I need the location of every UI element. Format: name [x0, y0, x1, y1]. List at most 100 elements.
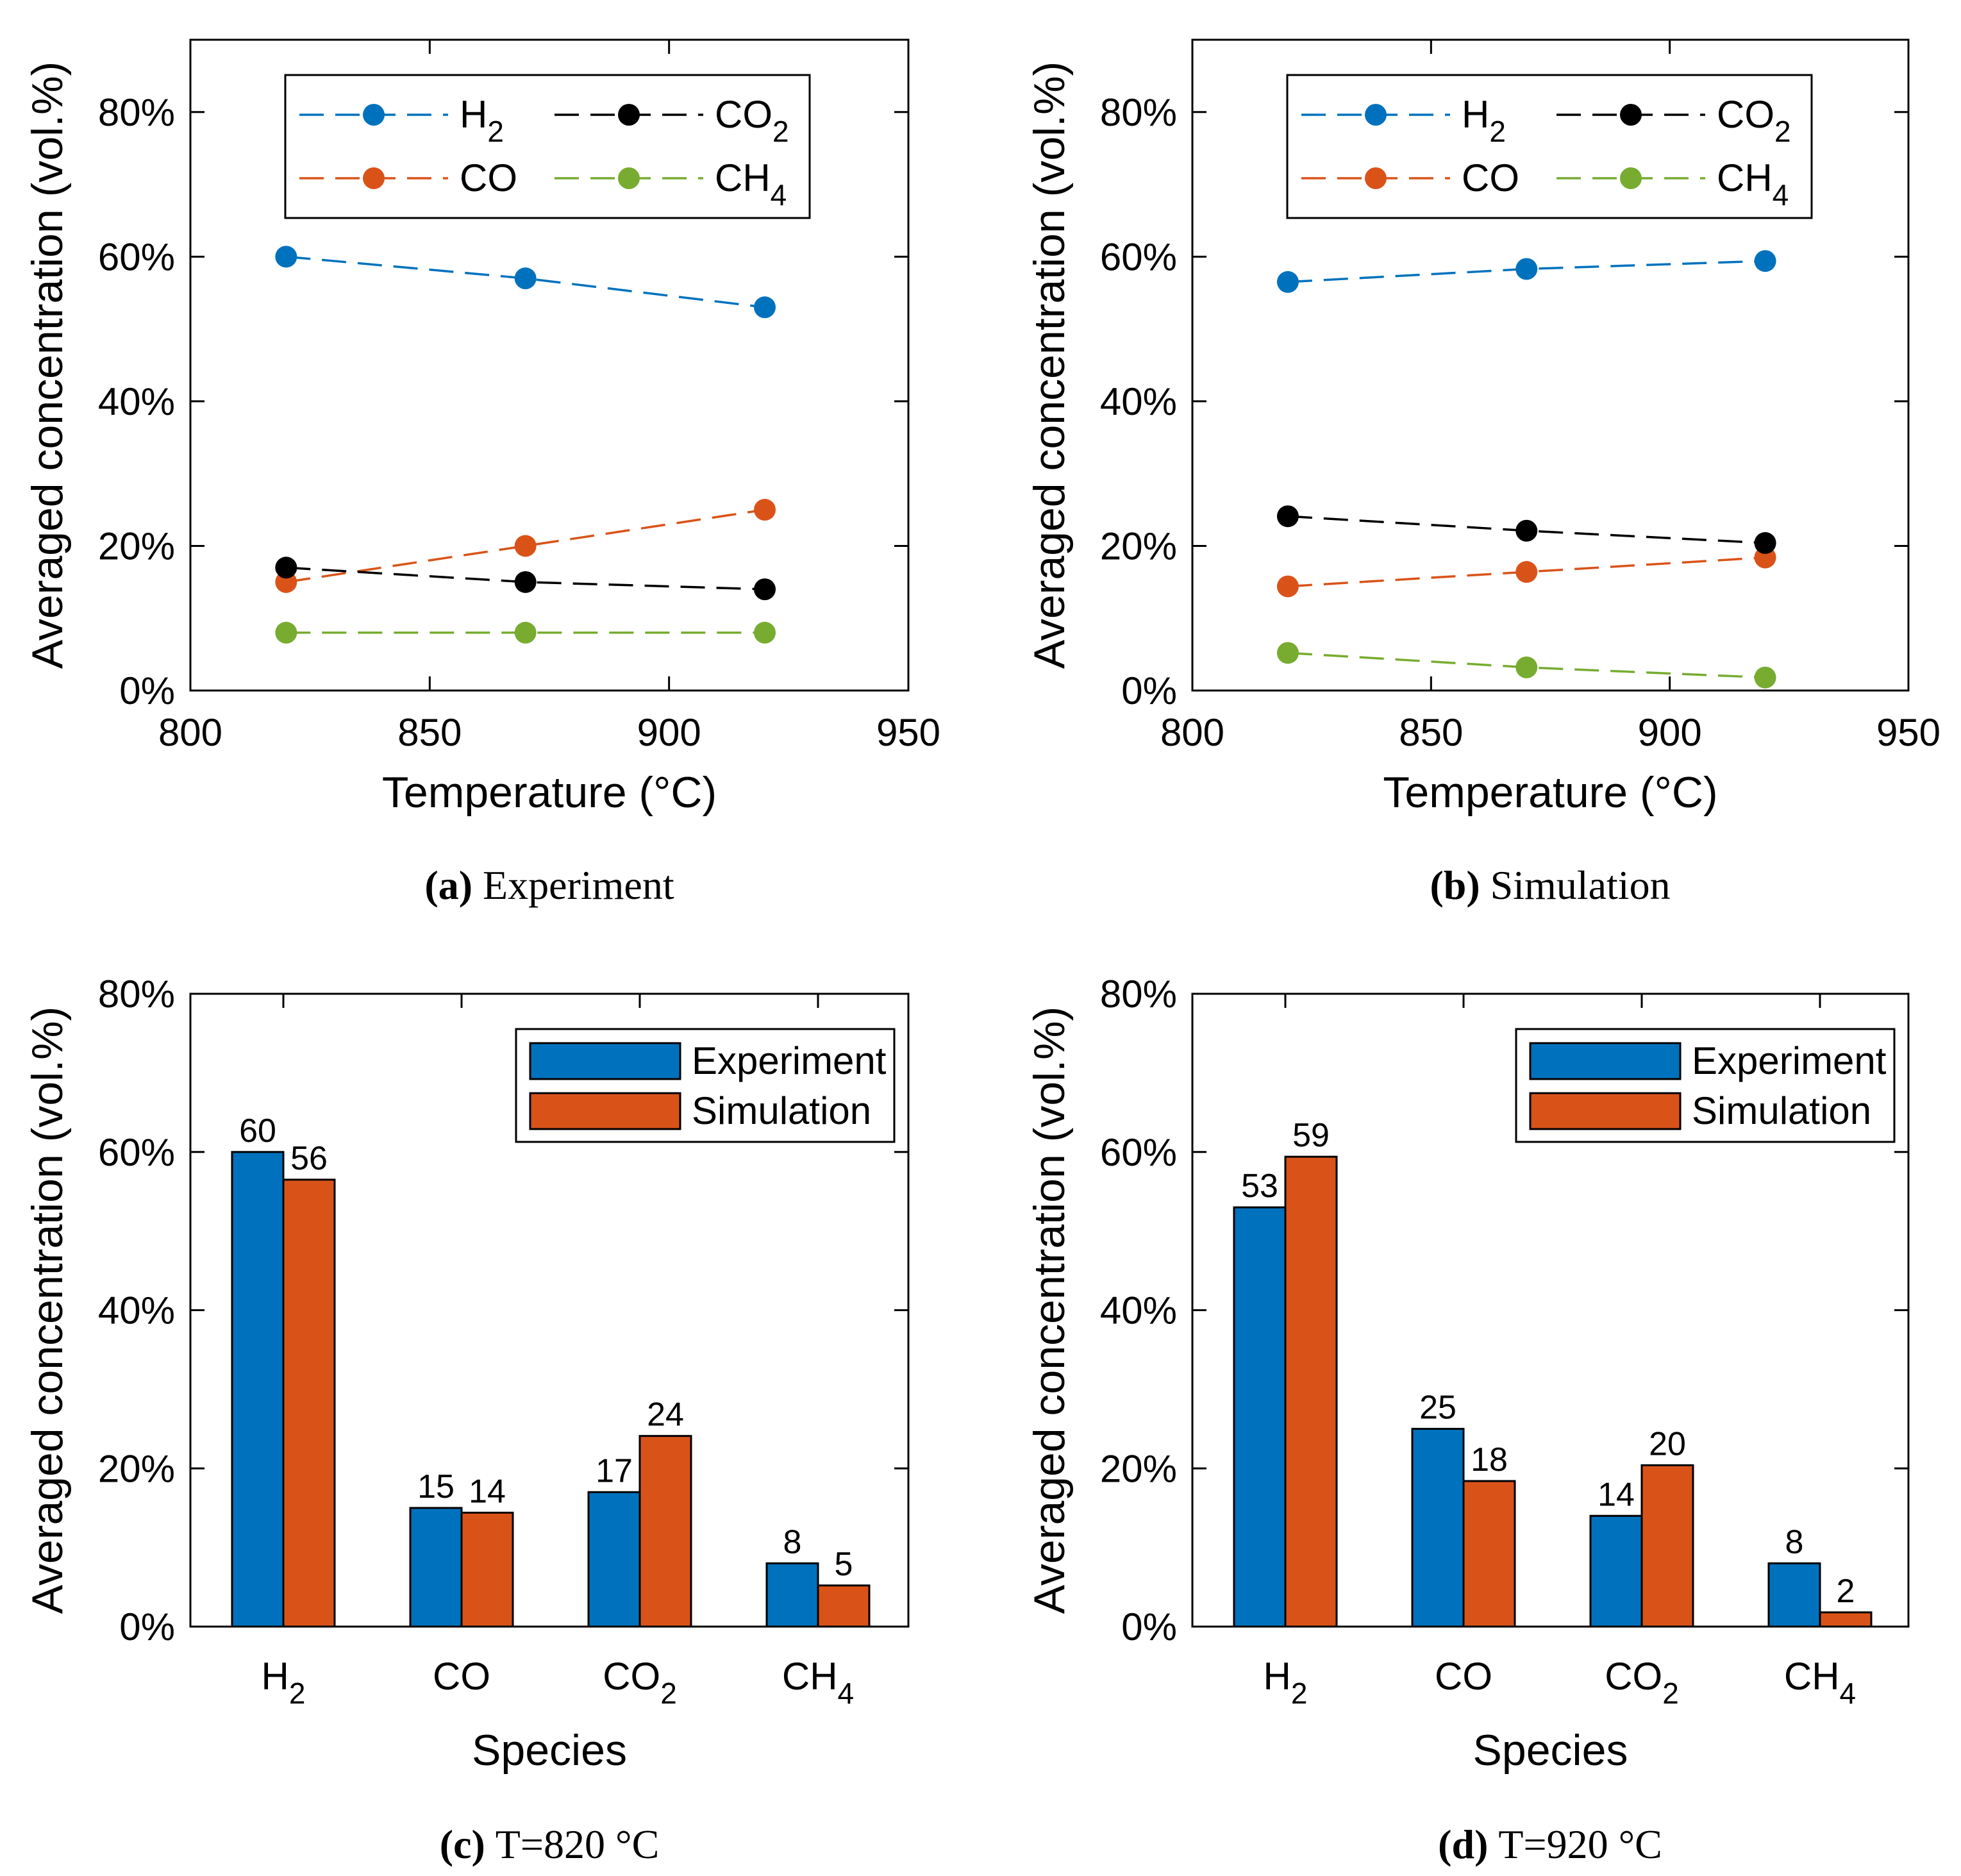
- bar-experiment: [1767, 1562, 1821, 1628]
- legend-label-simulation: Simulation: [692, 1089, 871, 1132]
- y-tick-label: 20%: [1100, 524, 1177, 567]
- bar-value-label: 53: [1241, 1168, 1278, 1205]
- data-point-CO: [1515, 561, 1538, 583]
- y-tick-label: 20%: [98, 524, 175, 567]
- data-point-H2: [1754, 250, 1776, 272]
- legend-label-H2: H2: [1462, 93, 1506, 148]
- data-point-CO: [1276, 575, 1299, 598]
- legend-label-CO: CO: [460, 156, 517, 199]
- legend-label-CH4: CH4: [715, 156, 787, 212]
- x-axis-label: Species: [1473, 1726, 1628, 1775]
- data-point-CH4: [1515, 656, 1538, 678]
- y-tick-label: 20%: [1100, 1447, 1177, 1490]
- bar-value-label: 60: [239, 1112, 276, 1150]
- chart-b: 0% 20% 40% 60% 80% Averaged concentration (vo…: [1025, 38, 1940, 908]
- legend-marker-H2: [363, 104, 385, 126]
- legend-swatch-simulation: [1529, 1092, 1681, 1130]
- y-axis-label: Averaged concentration (vol.%): [23, 1007, 72, 1614]
- series-line-CO2: [286, 566, 765, 590]
- y-tick-label: 40%: [1100, 1289, 1177, 1332]
- bar-experiment: [409, 1507, 463, 1628]
- legend-label-H2: H2: [460, 93, 504, 148]
- y-tick-label: 60%: [98, 1131, 175, 1174]
- bar-simulation: [460, 1511, 514, 1628]
- bar-simulation: [1462, 1480, 1516, 1628]
- x-tick-label: CH4: [1784, 1655, 1856, 1710]
- x-tick-label: 850: [397, 711, 462, 754]
- data-point-H2: [1276, 271, 1299, 293]
- caption-b: (b) Simulation: [1430, 862, 1670, 908]
- legend-label-experiment: Experiment: [692, 1039, 887, 1082]
- x-axis-label: Temperature (°C): [382, 768, 717, 817]
- legend-swatch-experiment: [1529, 1042, 1681, 1080]
- y-tick-label: 60%: [1100, 235, 1177, 278]
- bar-experiment: [1233, 1206, 1287, 1628]
- legend-marker-CO2: [618, 104, 640, 126]
- data-point-H2: [275, 246, 297, 268]
- legend-marker-CO: [1365, 167, 1387, 189]
- y-tick-label: 0%: [119, 1605, 175, 1648]
- legend-label-experiment: Experiment: [1692, 1039, 1887, 1082]
- legend-label-CO: CO: [1462, 156, 1519, 199]
- legend-marker-CH4: [618, 167, 640, 189]
- y-tick-label: 0%: [119, 669, 175, 712]
- legend-label-simulation: Simulation: [1692, 1089, 1871, 1132]
- legend-marker-CO2: [1620, 104, 1642, 126]
- x-tick-label: 850: [1399, 711, 1463, 754]
- data-point-H2: [754, 296, 776, 319]
- bar-simulation: [282, 1178, 336, 1628]
- y-axis-label: Averaged concentration (vol.%): [1025, 62, 1074, 669]
- legend-swatch-experiment: [529, 1042, 681, 1080]
- y-tick-label: 0%: [1121, 669, 1177, 712]
- legend-label-CH4: CH4: [1717, 156, 1789, 212]
- series-line-H2: [286, 255, 765, 309]
- bar-value-label: 14: [469, 1473, 506, 1510]
- legend-marker-H2: [1365, 104, 1387, 126]
- legend-marker-CO: [363, 167, 385, 189]
- bar-value-label: 5: [835, 1546, 853, 1583]
- bar-value-label: 20: [1649, 1425, 1686, 1462]
- y-tick-label: 60%: [98, 235, 175, 278]
- legend-label-CO2: CO2: [715, 93, 789, 148]
- x-axis-label: Species: [472, 1726, 627, 1775]
- bar-value-label: 17: [596, 1452, 633, 1489]
- legend-box: [1286, 74, 1813, 219]
- x-tick-label: CO: [433, 1655, 490, 1698]
- legend: Experiment Simulation: [515, 1028, 896, 1143]
- bar-value-label: 2: [1837, 1573, 1855, 1610]
- x-tick-label: 800: [1160, 711, 1224, 754]
- x-tick-label: 950: [876, 711, 940, 754]
- bar-value-label: 56: [290, 1140, 328, 1177]
- bar-experiment: [765, 1562, 819, 1628]
- data-point-CO: [514, 535, 537, 557]
- y-tick-label: 40%: [98, 1289, 175, 1332]
- data-point-CO2: [514, 571, 537, 593]
- series-line-CO: [286, 508, 765, 583]
- legend: H2 CO2 CO CH4: [1286, 74, 1813, 219]
- y-axis-label: Averaged concentration (vol.%): [23, 62, 72, 669]
- bar-value-label: 24: [647, 1396, 684, 1434]
- bar-simulation: [1819, 1611, 1873, 1628]
- chart-d: 0% 20% 40% 60% 80% Averaged concentration (vo…: [1025, 973, 1910, 1867]
- bar-value-label: 8: [783, 1523, 802, 1561]
- y-tick-label: 80%: [98, 973, 175, 1016]
- y-tick-label: 80%: [1100, 91, 1177, 134]
- data-point-CH4: [1276, 642, 1299, 664]
- bar-value-label: 18: [1471, 1441, 1508, 1478]
- legend: Experiment Simulation: [1515, 1028, 1896, 1143]
- legend: H2 CO2 CO CH4: [284, 74, 811, 219]
- data-point-CH4: [514, 621, 537, 644]
- bar-simulation: [817, 1584, 871, 1628]
- data-point-H2: [514, 267, 537, 290]
- data-point-H2: [1515, 258, 1538, 280]
- x-tick-label: 900: [1638, 711, 1702, 754]
- data-point-CH4: [754, 621, 776, 644]
- x-tick-label: CO2: [603, 1655, 677, 1710]
- y-axis-label: Averaged concentration (vol.%): [1025, 1007, 1074, 1614]
- x-tick-label: CO2: [1605, 1655, 1679, 1710]
- bar-simulation: [638, 1435, 692, 1628]
- y-tick-label: 60%: [1100, 1131, 1177, 1174]
- caption-c: (c) T=820 °C: [440, 1822, 660, 1867]
- x-tick-label: H2: [262, 1655, 306, 1710]
